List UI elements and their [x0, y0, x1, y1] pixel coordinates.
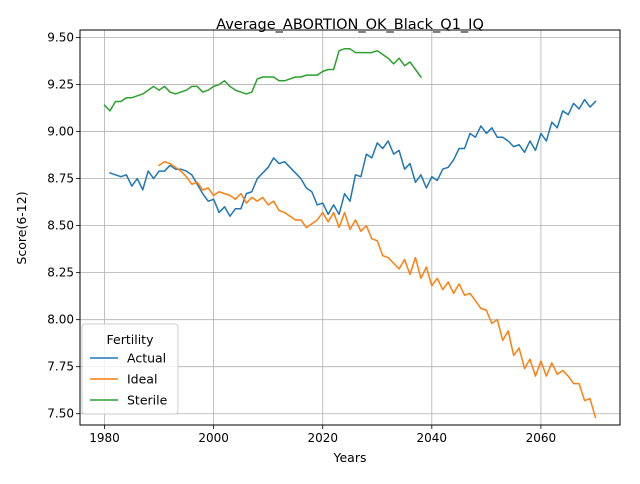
series-line-sterile	[103, 48, 422, 112]
chart-title: Average_ABORTION_OK_Black_Q1_IQ	[216, 17, 484, 33]
legend-label-actual: Actual	[127, 351, 166, 366]
x-axis-label: Years	[333, 450, 367, 465]
legend-entries: Actual Ideal Sterile	[90, 351, 168, 408]
legend-title: Fertility	[107, 332, 155, 347]
y-tick-label: 9.25	[47, 78, 74, 92]
grid	[80, 30, 620, 425]
y-tick-label: 8.00	[47, 313, 74, 327]
x-tick-label: 2060	[526, 431, 557, 445]
y-tick-label: 9.50	[47, 31, 74, 45]
y-axis-label: Score(6-12)	[14, 191, 29, 264]
x-tick-label: 2020	[307, 431, 338, 445]
legend-label-sterile: Sterile	[127, 393, 168, 408]
axis-ticks: 1980 2000 2020 2040 2060 7.50 7.75 8.00 8.25 8.50…	[47, 31, 556, 445]
legend-box	[81, 323, 179, 415]
x-tick-label: 1980	[89, 431, 120, 445]
y-tick-label: 8.75	[47, 172, 74, 186]
legend-label-ideal: Ideal	[127, 372, 157, 387]
x-tick-label: 2000	[198, 431, 229, 445]
y-tick-label: 8.25	[47, 266, 74, 280]
y-tick-label: 8.50	[47, 219, 74, 233]
series-line-ideal	[158, 160, 597, 419]
y-tick-label: 7.75	[47, 360, 74, 374]
series-lines	[103, 48, 597, 419]
plot-frame	[79, 29, 621, 426]
y-tick-label: 9.00	[47, 125, 74, 139]
x-tick-label: 2040	[417, 431, 448, 445]
series-line-actual	[109, 98, 597, 217]
legend: Fertility Actual Ideal Sterile	[81, 323, 179, 415]
y-tick-label: 7.50	[47, 407, 74, 421]
